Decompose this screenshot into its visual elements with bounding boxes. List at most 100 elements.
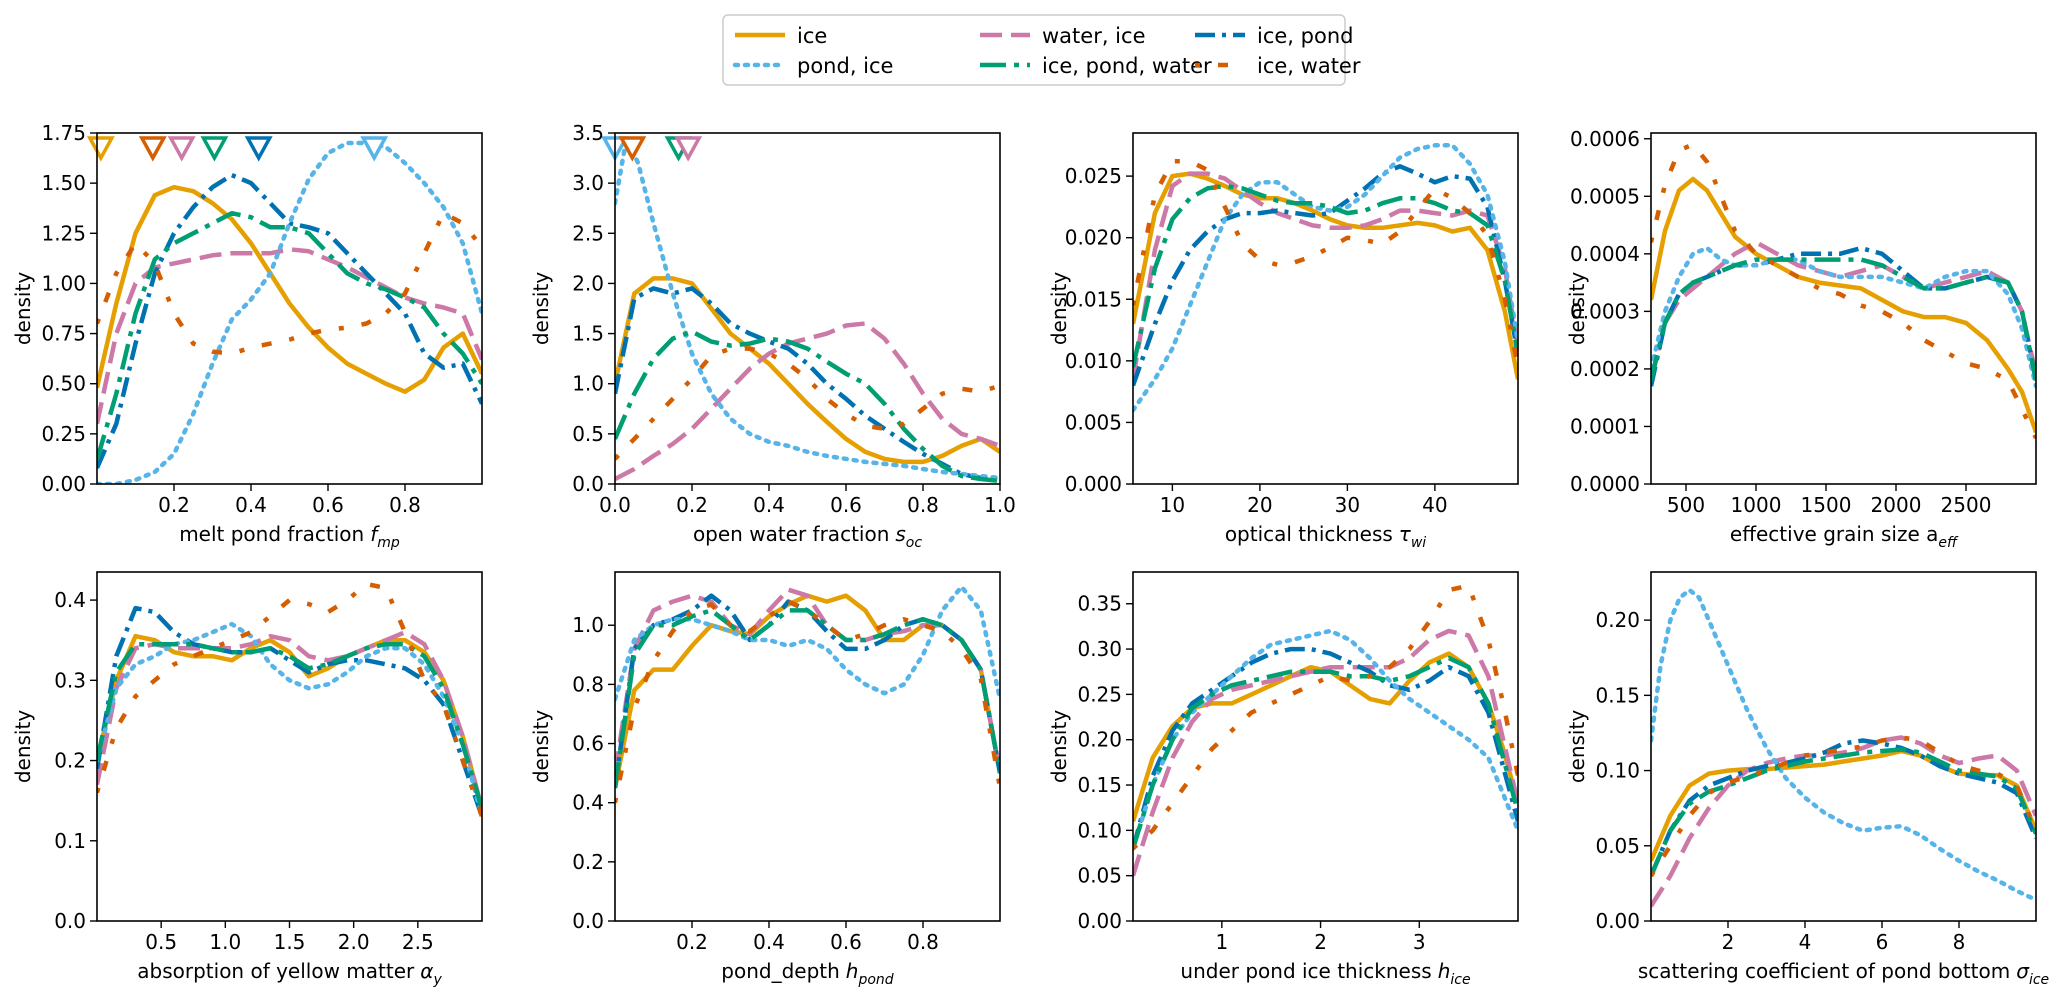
series-line-5 (1133, 583, 1518, 851)
series-line-2 (1133, 164, 1518, 387)
x-tick-label: 1.5 (274, 930, 306, 954)
subplot-4: 500 1000 1500 2000 2500 0.0000 0.0001 0.0002 0.0… (1565, 127, 2037, 551)
y-tick-label: 0.0 (572, 909, 604, 933)
x-tick-label: 0.4 (235, 493, 267, 517)
subplots: 0.2 0.4 0.6 0.80.000.250.500.751.001.251.50… (11, 121, 2049, 988)
x-axis-label-subscript: pond (857, 972, 893, 988)
x-tick-label: 20 (1247, 493, 1272, 517)
x-tick-label: 30 (1335, 493, 1360, 517)
x-tick-label: 2500 (1941, 493, 1992, 517)
series-line-5 (97, 581, 482, 818)
y-tick-label: 0.0 (572, 472, 604, 496)
marker-1 (138, 136, 167, 162)
y-tick-label: 0.0002 (1570, 357, 1640, 381)
y-tick-label: 1.25 (41, 221, 86, 245)
y-tick-label: 0.5 (572, 422, 604, 446)
x-axis-label: effective grain size aeff (1730, 522, 1959, 551)
y-tick-label: 0.020 (1065, 226, 1122, 250)
series-line-0 (1133, 651, 1518, 822)
legend-label-3: pond, ice (797, 54, 893, 78)
x-tick-label: 0.8 (907, 493, 939, 517)
axes-frame (96, 132, 483, 485)
x-axis-label-text: under pond ice thickness (1180, 959, 1431, 983)
x-axis-label-text: absorption of yellow matter (137, 959, 415, 983)
x-tick-label: 0.4 (753, 493, 785, 517)
y-tick-label: 0.10 (1595, 759, 1640, 783)
x-axis-label-subscript: ice (2029, 972, 2049, 988)
series-line-0 (1651, 748, 2036, 862)
y-tick-label: 0.0001 (1570, 414, 1640, 438)
x-axis-label-symbol: h (846, 959, 859, 983)
x-tick-label: 1 (1215, 930, 1228, 954)
x-axis-label-symbol: h (1438, 959, 1451, 983)
series-line-1 (1133, 171, 1518, 380)
axes-frame (1650, 132, 2037, 485)
legend-label-5: ice, water (1257, 54, 1361, 78)
y-axis-label: density (11, 710, 35, 783)
series-line-4 (1651, 747, 2036, 877)
y-tick-label: 0.0005 (1570, 184, 1640, 208)
x-tick-label: 2000 (1871, 493, 1922, 517)
subplot-7: 1 2 3 0.00 0.05 0.10 0.15 0.20 0.25 0.30 0.35 under… (1047, 571, 1519, 988)
series-line-4 (1133, 183, 1518, 368)
x-tick-label: 0.6 (830, 930, 862, 954)
y-axis-label: density (529, 272, 553, 345)
x-tick-label: 1.0 (984, 493, 1016, 517)
x-axis-label-text: effective grain size a (1730, 522, 1938, 546)
x-tick-label: 4 (1799, 930, 1812, 954)
y-tick-label: 0.025 (1065, 164, 1122, 188)
x-tick-label: 40 (1422, 493, 1447, 517)
series-group (97, 140, 482, 484)
series-line-3 (1133, 143, 1518, 413)
series-line-3 (97, 140, 482, 484)
series-line-5 (1651, 142, 2036, 439)
y-tick-label: 0.20 (1077, 728, 1122, 752)
subplot-3: 10 20 30 40 0.000 0.005 0.010 0.015 0.020 0.025 op… (1047, 132, 1519, 551)
x-axis-label-text: optical thickness (1225, 522, 1393, 546)
series-line-4 (1651, 257, 2036, 381)
x-tick-label: 0.4 (753, 930, 785, 954)
y-tick-label: 0.010 (1065, 349, 1122, 373)
y-tick-label: 0.35 (1077, 592, 1122, 616)
y-axis-label: density (1047, 272, 1071, 345)
series-line-1 (97, 247, 482, 425)
y-tick-label: 0.0004 (1570, 242, 1640, 266)
x-tick-label: 500 (1667, 493, 1705, 517)
x-tick-label: 0.2 (676, 493, 708, 517)
y-tick-label: 0.0000 (1570, 472, 1640, 496)
subplot-1: 0.2 0.4 0.6 0.8 0.00 0.25 0.50 0.75 1.00 1.25 1.50… (11, 121, 483, 551)
series-line-4 (97, 641, 482, 810)
x-axis-label-symbol: σ (2016, 959, 2030, 983)
marker-2 (167, 136, 196, 162)
y-tick-label: 0.000 (1065, 472, 1122, 496)
series-line-0 (1651, 176, 2036, 433)
legend-label-0: ice (797, 24, 827, 48)
y-tick-label: 1.0 (572, 613, 604, 637)
y-tick-label: 1.0 (572, 372, 604, 396)
series-line-3 (1651, 587, 2036, 903)
x-tick-label: 8 (1953, 930, 1966, 954)
y-axis-label: density (529, 710, 553, 783)
y-tick-label: 0.25 (41, 422, 86, 446)
y-tick-label: 0.0 (54, 909, 86, 933)
series-line-1 (615, 321, 1000, 481)
x-tick-label: 0.0 (599, 493, 631, 517)
x-axis-label: melt pond fraction fmp (179, 522, 400, 551)
x-tick-label: 0.2 (676, 930, 708, 954)
series-line-3 (1651, 245, 2036, 389)
x-axis-label-subscript: ice (1450, 972, 1470, 988)
marker-3 (200, 136, 229, 162)
series-line-1 (1133, 628, 1518, 877)
series-group (615, 584, 1000, 804)
y-axis-label: density (1047, 710, 1071, 783)
series-line-1 (1651, 735, 2036, 908)
x-axis-label: absorption of yellow matter αy (137, 959, 442, 988)
x-axis-label: scattering coefficient of pond bottom σic… (1638, 959, 2049, 988)
axes-frame (96, 571, 483, 922)
x-tick-label: 0.2 (158, 493, 190, 517)
axes-frame (1650, 571, 2037, 922)
series-group (1651, 142, 2036, 439)
x-tick-label: 0.5 (145, 930, 177, 954)
x-tick-label: 6 (1876, 930, 1889, 954)
